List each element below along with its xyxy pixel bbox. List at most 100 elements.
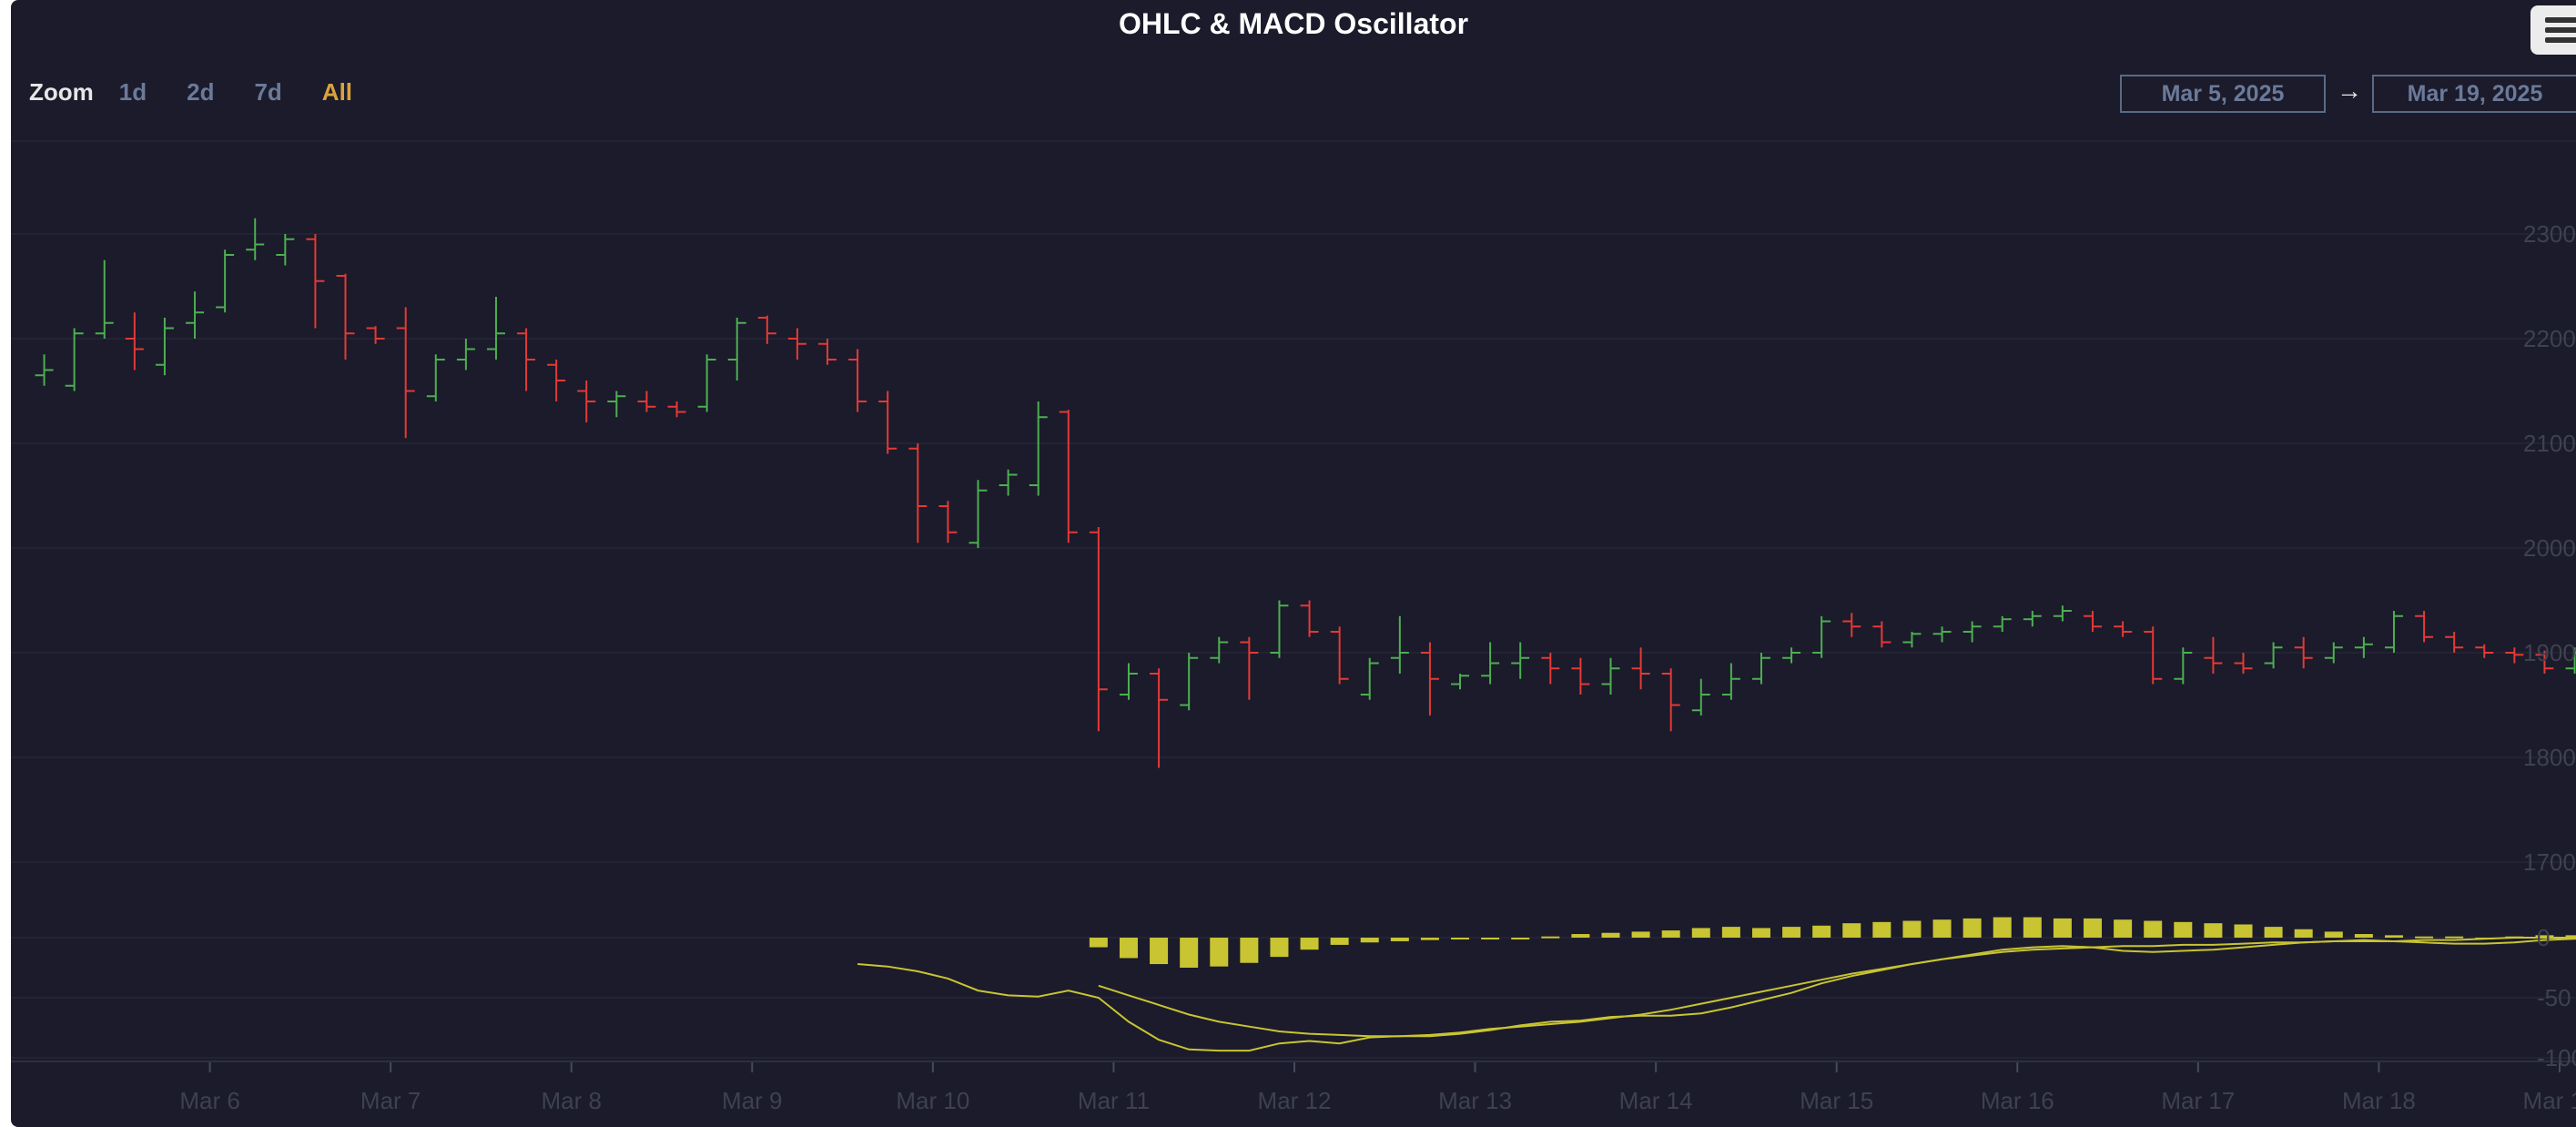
- macd-histogram-bar: [1932, 919, 1952, 938]
- ohlc-bar: [1812, 615, 1831, 658]
- range-from-input[interactable]: Mar 5, 2025: [2120, 75, 2326, 113]
- ohlc-bar: [2023, 611, 2042, 627]
- ohlc-bar: [1782, 647, 1801, 664]
- ohlc-bar: [276, 234, 295, 266]
- ohlc-bar: [186, 291, 205, 339]
- macd-histogram-bar: [2264, 927, 2283, 938]
- macd-histogram-bar: [1902, 920, 1922, 938]
- macd-histogram-bar: [2384, 935, 2403, 938]
- ohlc-bar: [878, 391, 898, 454]
- zoom-7d-button[interactable]: 7d: [254, 78, 282, 106]
- zoom-all-button[interactable]: All: [321, 78, 353, 106]
- macd-histogram-bar: [1511, 938, 1530, 939]
- macd-histogram-bar: [2445, 936, 2464, 939]
- macd-histogram-bar: [1782, 927, 1801, 938]
- price-axis-label: 1800: [2523, 744, 2576, 771]
- ohlc-bar: [1902, 632, 1922, 648]
- ohlc-bar: [1420, 642, 1439, 716]
- macd-histogram-bar: [1541, 936, 1560, 939]
- price-series: [35, 218, 2576, 768]
- macd-histogram-bar: [2354, 934, 2373, 938]
- ohlc-bar: [1993, 615, 2012, 632]
- ohlc-bar: [65, 328, 84, 391]
- ohlc-bar: [1721, 663, 1740, 700]
- macd-histogram-bar: [1210, 938, 1229, 967]
- macd-histogram-bar: [1481, 938, 1500, 939]
- x-axis-label: Mar 8: [541, 1087, 601, 1114]
- x-axis-label: Mar 14: [1619, 1087, 1693, 1114]
- ohlc-bar: [1119, 663, 1138, 700]
- macd-histogram-bar: [2204, 923, 2223, 938]
- macd-axis-label: -50: [2537, 984, 2571, 1011]
- ohlc-bar: [757, 315, 776, 344]
- macd-histogram-bar: [2023, 917, 2042, 938]
- ohlc-bar: [607, 391, 626, 418]
- ohlc-bar: [908, 443, 928, 543]
- x-axis-label: Mar 9: [722, 1087, 782, 1114]
- macd-histogram-bar: [1751, 928, 1770, 938]
- macd-histogram-bar: [2234, 924, 2253, 938]
- x-axis-label: Mar 17: [2161, 1087, 2235, 1114]
- price-axis-label: 1900: [2523, 639, 2576, 666]
- menu-button[interactable]: [2530, 5, 2576, 55]
- macd-histogram-bar: [1330, 938, 1349, 945]
- ohlc-bar: [1089, 527, 1108, 732]
- ohlc-bar: [938, 501, 958, 543]
- x-axis-label: Mar 18: [2342, 1087, 2416, 1114]
- ohlc-bar: [2294, 636, 2313, 669]
- macd-histogram-bar: [1420, 938, 1439, 940]
- ohlc-bar: [1300, 600, 1319, 637]
- ohlc-bar: [2354, 636, 2373, 658]
- zoom-1d-button[interactable]: 1d: [118, 78, 147, 106]
- ohlc-bar: [2445, 632, 2464, 653]
- ohlc-bar: [456, 339, 475, 371]
- signal-line: [1098, 936, 2576, 1038]
- ohlc-bar: [727, 318, 746, 381]
- macd-histogram-bar: [2535, 935, 2554, 938]
- macd-line: [857, 938, 2576, 1052]
- ohlc-bar: [1330, 626, 1349, 685]
- ohlc-bar: [1270, 600, 1289, 658]
- chart-title: OHLC & MACD Oscillator: [1118, 7, 1469, 40]
- ohlc-bar: [2324, 642, 2343, 664]
- macd-histogram-bar: [2114, 919, 2133, 938]
- zoom-controls: Zoom 1d 2d 7d All: [29, 78, 392, 107]
- ohlc-bar: [2264, 642, 2283, 669]
- macd-histogram-bar: [1993, 917, 2012, 938]
- ohlc-bar: [1932, 626, 1952, 643]
- ohlc-bar: [577, 381, 596, 422]
- ohlc-bar: [1842, 613, 1861, 637]
- macd-axis-label: 0: [2537, 924, 2550, 951]
- zoom-2d-button[interactable]: 2d: [187, 78, 215, 106]
- ohlc-bar: [2174, 647, 2193, 685]
- price-axis-label: 2300: [2523, 220, 2576, 248]
- range-arrow-icon: →: [2337, 76, 2362, 105]
- macd-histogram-bar: [2144, 920, 2163, 938]
- ohlc-bar: [35, 354, 54, 386]
- ohlc-bar: [1872, 621, 1891, 648]
- macd-histogram-bar: [2053, 918, 2072, 938]
- ohlc-bar: [246, 218, 265, 260]
- ohlc-bar: [969, 480, 988, 548]
- zoom-label: Zoom: [29, 78, 94, 106]
- x-axis-label: Mar 11: [1078, 1087, 1150, 1114]
- macd-histogram-bar: [1150, 938, 1169, 965]
- macd-histogram-bar: [1180, 938, 1199, 968]
- ohlc-bar: [667, 401, 686, 418]
- price-axis-label: 1700: [2523, 848, 2576, 876]
- range-to-input[interactable]: Mar 19, 2025: [2372, 75, 2576, 113]
- macd-histogram-bar: [2084, 918, 2103, 938]
- ohlc-bar: [2053, 605, 2072, 622]
- ohlc-bar: [426, 354, 445, 401]
- ohlc-bar: [697, 354, 716, 412]
- ohlc-bar: [1481, 642, 1500, 685]
- macd-histogram-bar: [2174, 921, 2193, 938]
- x-axis-label: Mar 19: [2523, 1087, 2576, 1114]
- macd-histogram-bar: [1962, 918, 1982, 938]
- x-axis-label: Mar 7: [360, 1087, 421, 1114]
- ohlc-bar: [1059, 410, 1078, 543]
- ohlc-bar: [2565, 647, 2576, 674]
- x-axis-label: Mar 16: [1981, 1087, 2054, 1114]
- macd-histogram-bar: [1119, 938, 1138, 959]
- macd-axis-label: -100: [2537, 1044, 2576, 1071]
